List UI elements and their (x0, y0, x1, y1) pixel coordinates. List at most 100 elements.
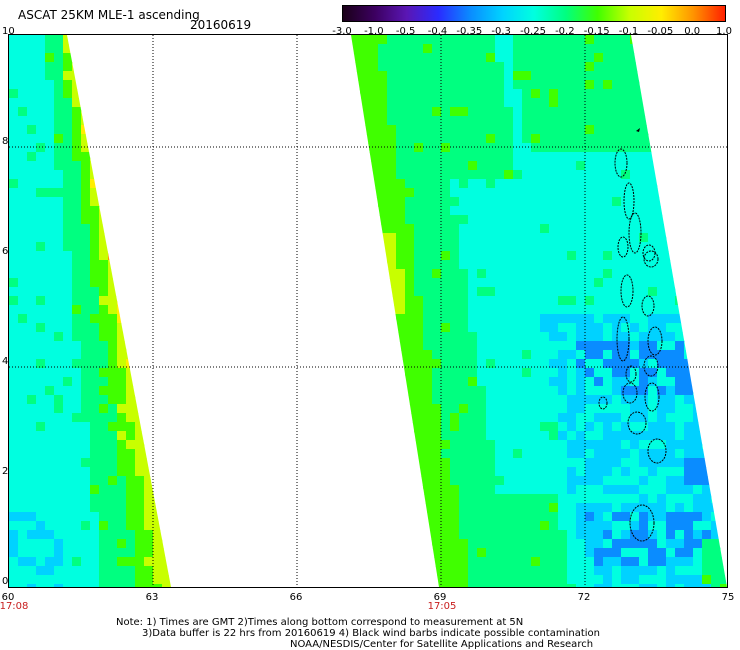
data-cell (504, 314, 514, 324)
data-cell (162, 152, 171, 162)
data-cell (126, 125, 136, 135)
data-cell (90, 35, 100, 45)
data-cell (675, 476, 685, 486)
data-cell (54, 116, 64, 126)
data-cell (612, 467, 622, 477)
data-cell (576, 71, 586, 81)
data-cell (126, 224, 136, 234)
data-cell (351, 368, 361, 378)
data-cell (135, 422, 145, 432)
data-cell (450, 341, 460, 351)
data-cell (63, 431, 73, 441)
data-cell (711, 143, 721, 153)
data-cell (621, 143, 631, 153)
longitude-tick-label: 72 (577, 592, 591, 603)
data-cell (594, 368, 604, 378)
data-cell (684, 296, 694, 306)
data-cell (630, 485, 640, 495)
wind-barb-icon (636, 128, 640, 132)
data-cell (504, 332, 514, 342)
data-cell (108, 314, 118, 324)
data-cell (81, 305, 91, 315)
data-cell (711, 35, 721, 45)
data-cell (477, 44, 487, 54)
data-cell (495, 278, 505, 288)
data-cell (711, 242, 721, 252)
data-cell (648, 251, 658, 261)
data-cell (90, 422, 100, 432)
data-cell (513, 143, 523, 153)
data-cell (108, 503, 118, 513)
data-cell (369, 152, 379, 162)
data-cell (27, 575, 37, 585)
data-cell (45, 530, 55, 540)
data-cell (603, 305, 613, 315)
data-cell (450, 305, 460, 315)
data-cell (585, 35, 595, 45)
data-cell (351, 341, 361, 351)
data-cell (81, 251, 91, 261)
data-cell (36, 467, 46, 477)
data-cell (531, 368, 541, 378)
data-cell (477, 377, 487, 387)
data-cell (369, 296, 379, 306)
data-cell (72, 278, 82, 288)
data-cell (441, 557, 451, 567)
data-cell (558, 395, 568, 405)
data-cell (162, 89, 171, 99)
data-cell (612, 323, 622, 333)
data-cell (153, 539, 163, 549)
data-cell (45, 539, 55, 549)
data-cell (135, 368, 145, 378)
data-cell (702, 512, 712, 522)
data-cell (36, 575, 46, 585)
data-cell (135, 485, 145, 495)
data-cell (684, 440, 694, 450)
data-cell (531, 89, 541, 99)
data-cell (675, 566, 685, 576)
data-cell (657, 359, 667, 369)
data-cell (486, 179, 496, 189)
data-cell (162, 476, 171, 486)
data-cell (360, 233, 370, 243)
data-cell (144, 485, 154, 495)
data-cell (414, 386, 424, 396)
data-cell (369, 449, 379, 459)
data-cell (450, 44, 460, 54)
data-cell (504, 440, 514, 450)
data-cell (567, 179, 577, 189)
data-cell (396, 386, 406, 396)
data-cell (576, 269, 586, 279)
data-cell (504, 566, 514, 576)
data-cell (468, 530, 478, 540)
data-cell (369, 332, 379, 342)
data-cell (684, 224, 694, 234)
data-cell (450, 287, 460, 297)
data-cell (423, 422, 433, 432)
data-cell (45, 152, 55, 162)
data-cell (684, 233, 694, 243)
data-cell (405, 161, 415, 171)
data-cell (387, 170, 397, 180)
data-cell (387, 548, 397, 558)
data-cell (81, 485, 91, 495)
data-cell (711, 449, 721, 459)
data-cell (144, 521, 154, 531)
data-cell (423, 413, 433, 423)
data-cell (414, 206, 424, 216)
data-cell (90, 251, 100, 261)
data-cell (153, 161, 163, 171)
data-cell (693, 476, 703, 486)
data-cell (684, 368, 694, 378)
data-cell (576, 449, 586, 459)
data-cell (585, 314, 595, 324)
data-cell (63, 224, 73, 234)
data-cell (684, 350, 694, 360)
data-cell (486, 125, 496, 135)
data-cell (63, 71, 73, 81)
data-cell (432, 62, 442, 72)
data-cell (459, 413, 469, 423)
data-cell (639, 566, 649, 576)
data-cell (441, 575, 451, 585)
data-cell (522, 458, 532, 468)
